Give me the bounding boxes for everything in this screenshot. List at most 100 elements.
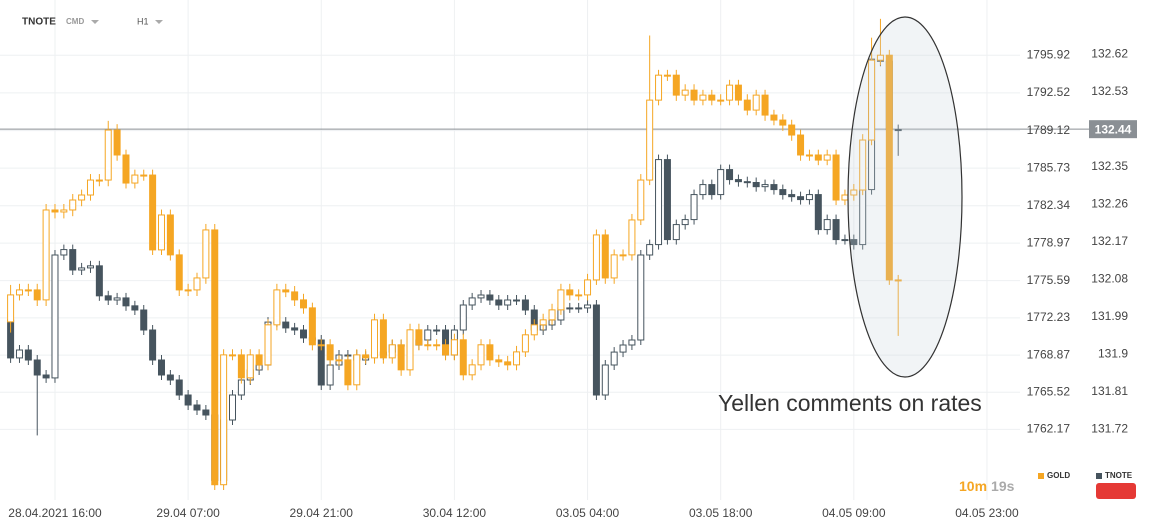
- candle-body: [424, 344, 432, 347]
- y2-tick-label: 132.08: [1091, 271, 1128, 285]
- timer-minutes: 10m: [959, 478, 987, 494]
- candle-body: [495, 299, 503, 306]
- candle-body: [717, 99, 725, 102]
- interval[interactable]: H1: [137, 16, 149, 26]
- x-tick-label: 29.04 21:00: [290, 506, 354, 520]
- candle-body: [601, 234, 609, 279]
- candle-body: [113, 129, 121, 156]
- candle-body: [841, 194, 849, 201]
- candle-body: [122, 154, 130, 184]
- candle-body: [78, 194, 86, 201]
- candle-body: [655, 159, 663, 246]
- candle-body: [504, 299, 512, 306]
- candle-body: [690, 194, 698, 221]
- candle-body: [220, 354, 228, 486]
- candle-body: [69, 199, 77, 211]
- y-tick-label: 1785.73: [1027, 160, 1071, 174]
- candle-body: [513, 299, 521, 302]
- candle-body: [184, 394, 192, 406]
- candle-body: [743, 181, 751, 184]
- market-dropdown[interactable]: [91, 20, 99, 24]
- candle-body: [113, 297, 121, 301]
- candle-body: [166, 214, 174, 256]
- candle-body: [752, 182, 760, 188]
- candle-body: [770, 184, 778, 191]
- y2-tick-label: 131.99: [1091, 309, 1128, 323]
- candle-body: [841, 239, 849, 242]
- candle-body: [823, 154, 831, 161]
- candle-body: [726, 169, 734, 181]
- candle-body: [326, 364, 334, 386]
- candle-body: [584, 304, 592, 309]
- candle-body: [433, 344, 441, 347]
- candle-body: [823, 219, 831, 231]
- alert-button[interactable]: [1096, 483, 1136, 499]
- candle-body: [468, 364, 476, 376]
- candle-body: [663, 159, 671, 241]
- candle-body: [184, 289, 192, 292]
- candle-body: [15, 289, 23, 296]
- candle-body: [131, 305, 139, 311]
- y-tick-label: 1762.17: [1027, 422, 1071, 436]
- candle-body: [814, 194, 822, 231]
- candle-body: [690, 89, 698, 101]
- candle-body: [353, 354, 361, 386]
- x-tick-label: 04.05 23:00: [955, 506, 1019, 520]
- candle-body: [300, 299, 308, 309]
- candle-body: [69, 249, 77, 271]
- y-tick-label: 1789.12: [1027, 123, 1071, 137]
- candle-body: [681, 219, 689, 226]
- interval-dropdown[interactable]: [155, 20, 163, 24]
- candle-body: [566, 289, 574, 296]
- candle-body: [610, 254, 618, 279]
- candle-body: [539, 319, 547, 326]
- candle-body: [592, 304, 600, 396]
- candle-body: [761, 184, 769, 188]
- y2-tick-label: 131.9: [1098, 346, 1128, 360]
- candle-body: [388, 344, 396, 359]
- candle-body: [681, 89, 689, 96]
- candle-body: [566, 307, 574, 310]
- candle-body: [885, 54, 893, 281]
- candle-body: [140, 174, 148, 177]
- candle-body: [104, 295, 112, 301]
- y-tick-label: 1775.59: [1027, 273, 1071, 287]
- candle-body: [584, 279, 592, 296]
- candle-body: [601, 364, 609, 396]
- candle-body: [459, 304, 467, 331]
- symbol[interactable]: TNOTE: [22, 17, 56, 28]
- candle-body: [699, 184, 707, 196]
- candle-body: [33, 289, 41, 301]
- candle-body: [362, 354, 370, 359]
- x-tick-label: 29.04 07:00: [156, 506, 220, 520]
- candle-body: [672, 74, 680, 96]
- market[interactable]: CMD: [66, 17, 84, 26]
- candle-body: [805, 154, 813, 157]
- candle-body: [655, 74, 663, 101]
- highlight-ellipse: [847, 16, 963, 378]
- candle-body: [832, 154, 840, 201]
- candle-body: [60, 249, 68, 256]
- candle-body: [51, 254, 59, 379]
- candle-body: [157, 359, 165, 376]
- annotation: Yellen comments on rates: [718, 390, 982, 416]
- y-tick-label: 1795.92: [1027, 47, 1071, 61]
- candle-body: [397, 344, 405, 371]
- candle-body: [344, 359, 352, 386]
- candle-body: [521, 299, 529, 311]
- y-tick-label: 1792.52: [1027, 85, 1071, 99]
- x-tick-label: 03.05 18:00: [689, 506, 753, 520]
- candle-body: [175, 254, 183, 291]
- candle-body: [291, 327, 299, 331]
- candle-body: [122, 297, 130, 307]
- candle-body: [850, 239, 858, 246]
- candle-body: [255, 354, 263, 366]
- candle-body: [282, 321, 290, 329]
- y-tick-label: 1782.34: [1027, 198, 1071, 212]
- y2-tick-label: 132.62: [1091, 46, 1128, 60]
- candle-body: [237, 354, 245, 379]
- candle-body: [521, 334, 529, 353]
- candle-body: [575, 307, 583, 310]
- candle-body: [628, 339, 636, 346]
